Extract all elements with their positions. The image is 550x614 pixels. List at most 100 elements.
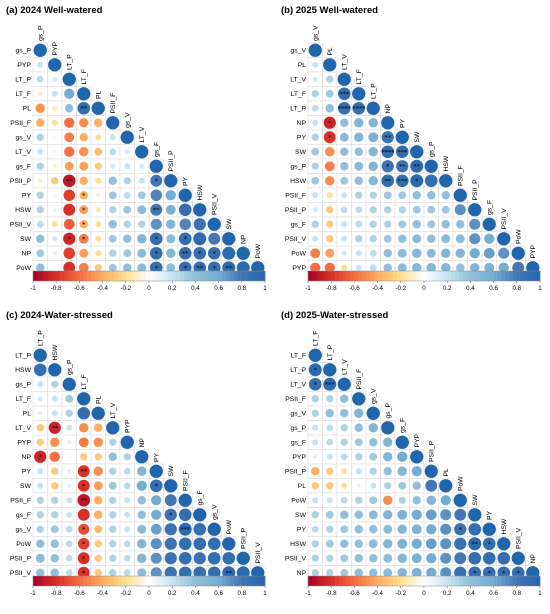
correlation-circle — [311, 482, 319, 490]
correlation-circle — [440, 552, 452, 564]
correlation-circle — [164, 508, 177, 521]
correlation-circle — [426, 524, 437, 535]
correlation-circle — [384, 220, 392, 228]
colorbar-segment — [234, 271, 239, 281]
correlation-circle — [51, 496, 59, 504]
correlation-circle — [354, 176, 363, 185]
colorbar-segment — [489, 271, 494, 281]
significance-marker: * — [39, 453, 43, 461]
correlation-circle — [325, 176, 335, 186]
correlation-circle — [137, 191, 146, 200]
row-label: SW — [295, 149, 307, 156]
column-label: SW — [168, 465, 175, 477]
correlation-circle — [50, 525, 59, 534]
correlation-circle — [109, 134, 116, 141]
correlation-circle — [48, 58, 62, 72]
colorbar-segment — [315, 271, 320, 281]
row-label: gs_P — [291, 164, 307, 171]
correlation-circle — [325, 510, 334, 519]
colorbar-segment — [501, 576, 506, 586]
correlation-circle — [77, 537, 90, 550]
colorbar-segment — [369, 271, 375, 281]
correlation-circle — [354, 510, 363, 519]
significance-marker: * — [155, 264, 159, 272]
correlation-circle — [424, 464, 438, 478]
correlation-circle — [325, 409, 334, 418]
row-label: PY — [22, 193, 32, 200]
correlation-circle — [310, 248, 321, 259]
colorbar-segment — [512, 271, 518, 281]
colorbar-segment — [516, 271, 521, 281]
correlation-circle — [94, 510, 103, 519]
correlation-circle — [354, 438, 363, 447]
colorbar-segment — [439, 271, 444, 281]
column-label: LT_F — [356, 69, 363, 84]
column-label: LT_V — [342, 359, 349, 375]
correlation-circle — [135, 450, 149, 464]
correlation-circle — [51, 467, 59, 475]
correlation-circle — [339, 132, 349, 142]
correlation-circle — [51, 221, 58, 228]
colorbar-segment — [33, 576, 38, 586]
correlation-circle — [412, 263, 422, 273]
correlation-circle — [355, 264, 362, 271]
correlation-circle — [96, 193, 101, 198]
correlation-circle — [67, 440, 72, 445]
colorbar-segment — [156, 576, 161, 586]
correlation-circle — [52, 105, 58, 111]
correlation-circle — [410, 159, 424, 173]
significance-marker: ** — [385, 177, 392, 185]
colorbar-segment — [210, 576, 216, 586]
colorbar-segment — [191, 576, 196, 586]
correlation-circle — [311, 569, 319, 577]
colorbar-segment — [338, 271, 344, 281]
correlation-circle — [340, 424, 348, 432]
correlation-circle — [109, 525, 117, 533]
correlation-circle — [79, 133, 88, 142]
correlation-circle — [236, 551, 250, 565]
correlation-circle — [108, 191, 117, 200]
correlation-circle — [326, 424, 334, 432]
significance-marker: * — [82, 235, 86, 243]
correlation-circle — [411, 538, 422, 549]
row-label: NP — [297, 570, 307, 577]
significance-marker: * — [459, 526, 463, 534]
correlation-circle — [427, 220, 436, 229]
correlation-circle — [149, 479, 163, 493]
correlation-circle — [110, 163, 116, 169]
correlation-circle — [108, 220, 117, 229]
correlation-circle — [109, 438, 117, 446]
correlation-circle — [312, 207, 318, 213]
correlation-circle — [65, 104, 74, 113]
correlation-circle — [410, 174, 424, 188]
column-label: PL — [327, 47, 334, 56]
column-label: LT_P — [327, 344, 334, 360]
colorbar-segment — [102, 576, 107, 586]
colorbar-segment — [427, 576, 433, 586]
correlation-circle — [36, 511, 44, 519]
correlation-circle — [369, 496, 378, 505]
colorbar-tick-label: 0.8 — [512, 590, 521, 597]
correlation-circle — [453, 188, 467, 202]
correlation-circle — [120, 435, 134, 449]
significance-marker: * — [314, 381, 318, 389]
colorbar-segment — [203, 271, 208, 281]
correlation-circle — [468, 551, 482, 565]
colorbar-tick-label: -0.6 — [349, 590, 360, 597]
colorbar-segment — [79, 576, 84, 586]
correlation-circle — [369, 235, 377, 243]
row-label: HSW — [290, 541, 306, 548]
correlation-circle — [326, 497, 333, 504]
correlation-circle — [468, 537, 482, 551]
colorbar-segment — [110, 271, 115, 281]
colorbar-segment — [389, 576, 394, 586]
colorbar-segment — [187, 271, 192, 281]
correlation-circle — [340, 525, 349, 534]
correlation-circle — [222, 537, 236, 551]
colorbar-segment — [253, 271, 258, 281]
colorbar-tick-label: 0.2 — [443, 590, 452, 597]
correlation-circle — [150, 567, 162, 579]
correlation-circle — [397, 451, 408, 462]
correlation-circle — [340, 118, 349, 127]
column-label: PSII_F — [356, 369, 363, 390]
